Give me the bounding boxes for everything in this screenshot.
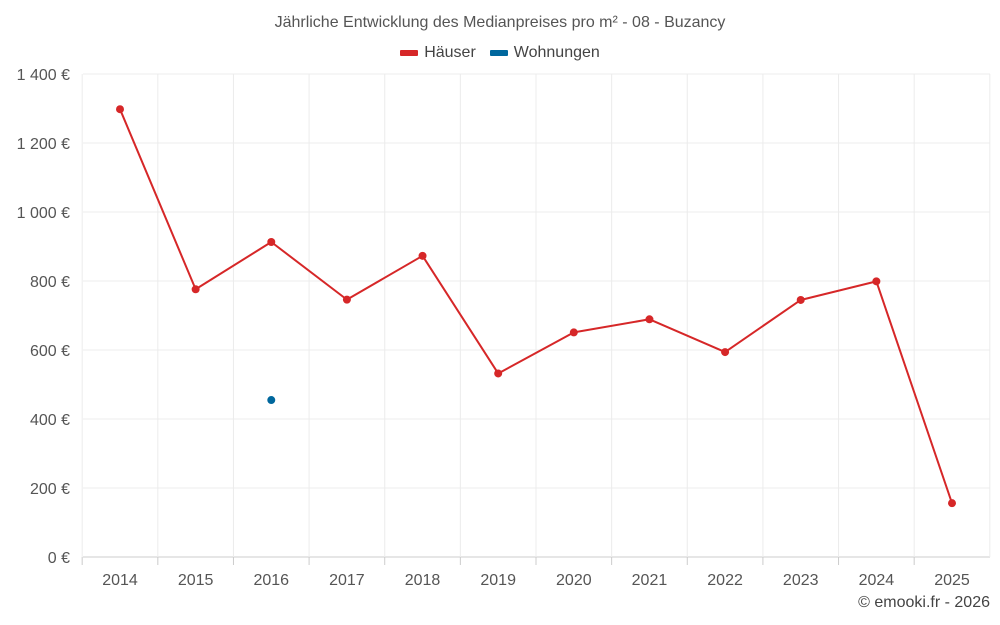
data-point-houses[interactable] [721,348,730,357]
legend-swatch-houses [400,50,419,56]
y-tick-label: 1 000 € [17,205,70,222]
copyright: © emooki.fr - 2026 [858,594,990,611]
data-point-houses[interactable] [418,251,427,260]
data-point-houses[interactable] [948,499,956,508]
legend-label-apartments: Wohnungen [513,44,600,61]
legend-label-houses: Häuser [424,44,476,61]
x-tick-label: 2020 [556,572,592,589]
axes: 0 € 200 € 400 € 600 € 800 € 1 000 € 1 200 € 1 4… [17,67,970,589]
data-point-houses[interactable] [872,277,881,286]
x-tick-label: 2017 [329,572,365,589]
series [116,105,956,508]
grid [81,73,991,558]
data-point-houses[interactable] [494,369,503,378]
data-point-houses[interactable] [267,238,276,247]
y-tick-label: 1 200 € [17,136,70,153]
y-tick-label: 1 400 € [17,67,70,84]
x-tick-label: 2025 [934,572,970,589]
legend-swatch-apartments [489,50,508,56]
y-tick-label: 600 € [30,343,70,360]
data-point-houses[interactable] [569,328,578,337]
y-tick-label: 0 € [48,550,70,567]
legend-item-apartments[interactable]: Wohnungen [489,44,600,62]
x-tick-label: 2018 [405,572,441,589]
y-tick-label: 400 € [30,412,70,429]
data-point-houses[interactable] [645,315,654,324]
x-tick-label: 2021 [632,572,668,589]
x-tick-label: 2016 [253,572,289,589]
data-point-houses[interactable] [796,295,805,304]
chart-title: Jährliche Entwicklung des Medianpreises … [274,14,726,31]
legend-item-houses[interactable]: Häuser [400,44,476,62]
data-point-apartments[interactable] [267,396,276,405]
legend: Häuser Wohnungen [0,44,1000,62]
x-tick-label: 2022 [707,572,743,589]
y-tick-label: 800 € [30,274,70,291]
x-tick-label: 2014 [102,572,138,589]
data-point-houses[interactable] [116,105,124,114]
x-tick-label: 2019 [480,572,516,589]
x-tick-label: 2024 [859,572,895,589]
y-tick-label: 200 € [30,481,70,498]
x-tick-label: 2023 [783,572,819,589]
data-point-houses[interactable] [342,295,351,304]
series-line-houses [119,108,953,504]
x-tick-label: 2015 [178,572,214,589]
data-point-houses[interactable] [191,285,200,294]
